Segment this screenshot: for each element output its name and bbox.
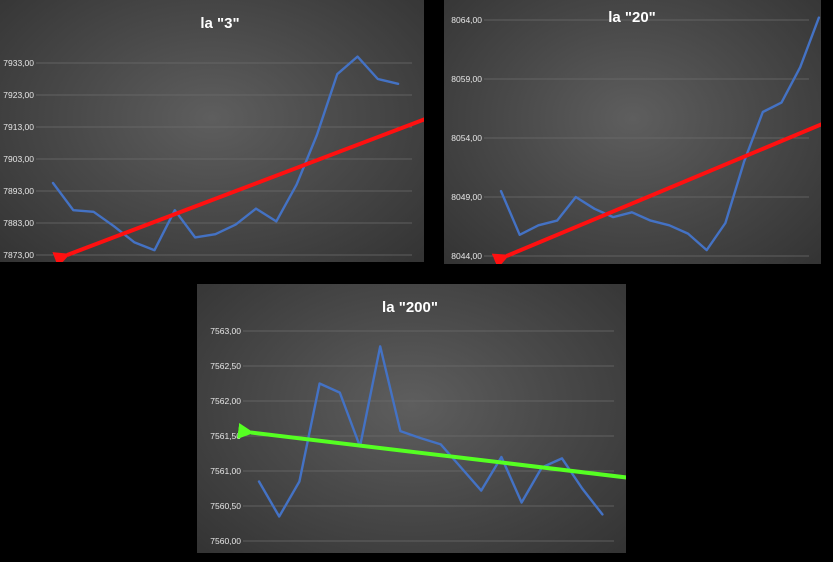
chart-la-3: 7873,00 7883,00 7893,00 7903,00 7913,00 7923,…: [3, 15, 424, 262]
y-tick-label: 7561,00: [210, 466, 241, 476]
y-tick-label: 7560,50: [210, 501, 241, 511]
y-tick-label: 7933,00: [3, 58, 34, 68]
y-tick-label: 8064,00: [451, 15, 482, 25]
series-line: [51, 55, 400, 252]
chart-panel-la-20: 8044,00 8049,00 8054,00 8059,00 8064,00 la "2…: [444, 0, 821, 264]
series-line: [499, 16, 821, 252]
y-tick-label: 7903,00: [3, 154, 34, 164]
y-tick-label: 7893,00: [3, 186, 34, 196]
chart-title: la "3": [200, 15, 239, 32]
trend-arrow: [237, 423, 626, 480]
chart-la-200: 7560,00 7560,50 7561,00 7561,50 7562,00 7562,…: [210, 299, 626, 546]
y-tick-label: 8049,00: [451, 192, 482, 202]
y-tick-label: 7563,00: [210, 326, 241, 336]
y-tick-label: 7562,50: [210, 361, 241, 371]
chart-title: la "20": [608, 9, 656, 26]
y-tick-label: 7561,50: [210, 431, 241, 441]
y-tick-label: 8059,00: [451, 74, 482, 84]
y-tick-label: 8054,00: [451, 133, 482, 143]
y-tick-label: 7562,00: [210, 396, 241, 406]
chart-panel-la-3: 7873,00 7883,00 7893,00 7903,00 7913,00 7923,…: [0, 0, 424, 262]
y-tick-label: 7560,00: [210, 536, 241, 546]
chart-title: la "200": [382, 299, 438, 316]
y-tick-label: 7923,00: [3, 90, 34, 100]
y-tick-label: 7883,00: [3, 218, 34, 228]
trend-arrow: [52, 117, 424, 262]
y-tick-label: 7873,00: [3, 250, 34, 260]
chart-panel-la-200: 7560,00 7560,50 7561,00 7561,50 7562,00 7562,…: [197, 284, 626, 553]
chart-la-20: 8044,00 8049,00 8054,00 8059,00 8064,00 la "2…: [451, 9, 821, 264]
trend-arrow: [491, 122, 821, 264]
y-tick-label: 7913,00: [3, 122, 34, 132]
series-line: [257, 345, 604, 518]
y-tick-label: 8044,00: [451, 251, 482, 261]
